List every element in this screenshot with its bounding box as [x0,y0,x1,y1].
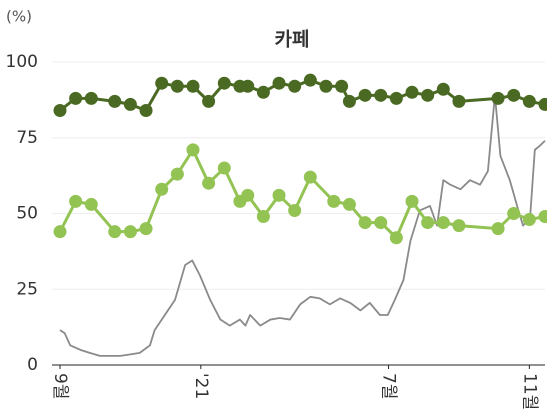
point [288,203,302,217]
point [522,94,536,108]
point [84,197,98,211]
point [436,216,450,230]
point [241,188,255,202]
point [342,197,356,211]
x-tick-label: 7월 [379,373,399,399]
point [256,85,270,99]
point [170,167,184,181]
point [256,210,270,224]
point [241,79,255,93]
point [436,82,450,96]
point [374,216,388,230]
point [139,222,153,236]
point [123,225,137,239]
point [507,207,521,220]
point [202,94,216,108]
y-axis-label: (%) [6,8,32,26]
point [170,79,184,93]
point [69,194,83,208]
point [155,76,169,90]
point [491,222,505,236]
point [405,85,419,99]
point [342,94,356,108]
y-tick-label: 100 [6,52,38,72]
point [53,225,67,239]
point [358,88,372,102]
point [303,73,317,87]
point [272,76,286,90]
x-tick-label: 9월 [50,373,70,399]
point [319,79,333,93]
point [389,231,403,245]
point [53,103,67,117]
point [421,88,435,102]
point [108,94,122,108]
y-tick-label: 50 [16,204,38,224]
point [374,88,388,102]
point [405,194,419,208]
point [186,143,200,157]
point [507,88,521,102]
point [335,79,349,93]
point [272,188,286,202]
point [538,97,547,111]
point [123,97,137,111]
y-tick-label: 0 [27,355,38,375]
point [84,91,98,105]
point [491,91,505,105]
x-tick-label: 11월 [519,373,539,410]
point [217,161,231,175]
point [538,210,547,224]
point [202,176,216,190]
point [389,91,403,105]
point [358,216,372,230]
point [108,225,122,239]
point [288,79,302,93]
x-tick-label: '21 [191,373,211,399]
y-tick-label: 75 [16,128,38,148]
point [217,76,231,90]
point [155,182,169,196]
point [452,94,466,108]
series-line [58,148,546,240]
point [69,91,83,105]
point [421,216,435,230]
point [452,219,466,233]
point [327,194,341,208]
point [186,79,200,93]
point [303,170,317,184]
point [522,213,536,227]
chart-title: 카페 [275,29,310,51]
y-tick-label: 25 [16,279,38,299]
point [139,103,153,117]
series-line [59,94,546,357]
